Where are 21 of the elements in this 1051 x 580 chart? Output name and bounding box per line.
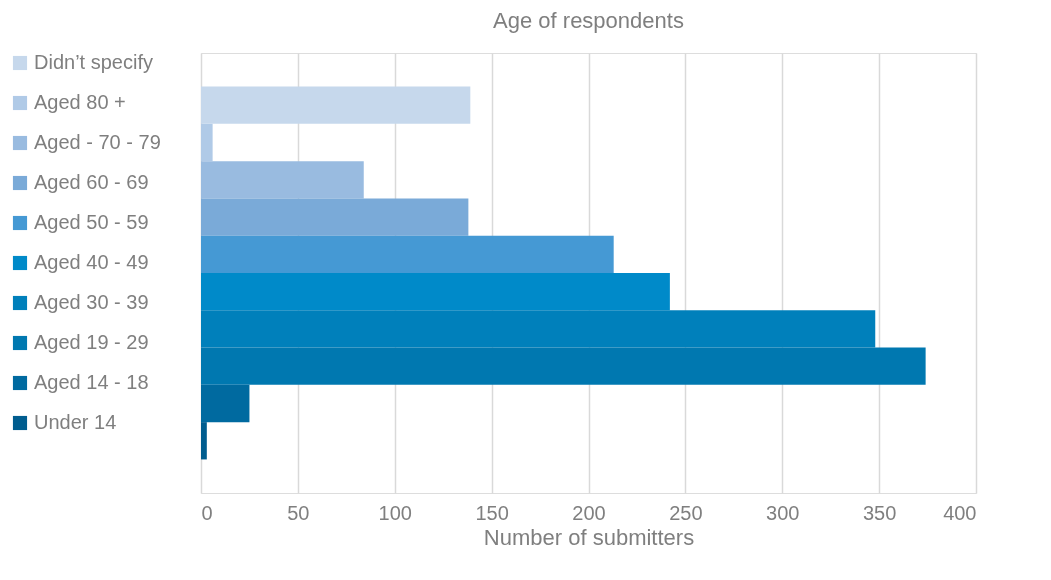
legend-label: Aged 30 - 39 xyxy=(34,291,149,313)
x-tick-label: 400 xyxy=(943,501,977,524)
x-axis-title: Number of submitters xyxy=(483,524,695,550)
x-tick-label: 300 xyxy=(766,501,800,524)
legend-label: Aged 50 - 59 xyxy=(34,211,149,233)
chart-title: Age of respondents xyxy=(493,8,684,33)
legend-label: Aged 19 - 29 xyxy=(34,331,149,353)
legend-label: Aged 40 - 49 xyxy=(34,251,149,273)
x-tick-label: 200 xyxy=(572,501,606,524)
legend-label: Aged 14 - 18 xyxy=(34,371,149,393)
x-tick-label: 350 xyxy=(862,501,897,524)
legend-label: Aged - 70 - 79 xyxy=(34,131,161,153)
legend-label: Under 14 xyxy=(34,411,117,433)
x-tick-label: 50 xyxy=(287,501,310,524)
x-tick-label: 0 xyxy=(201,501,213,524)
x-tick-label: 150 xyxy=(475,501,509,524)
legend-label: Didn’t specify xyxy=(34,51,153,73)
legend-label: Aged 80 + xyxy=(34,91,126,113)
x-tick-label: 100 xyxy=(378,501,412,524)
legend-label: Aged 60 - 69 xyxy=(34,171,149,193)
x-tick-label: 250 xyxy=(669,501,703,524)
